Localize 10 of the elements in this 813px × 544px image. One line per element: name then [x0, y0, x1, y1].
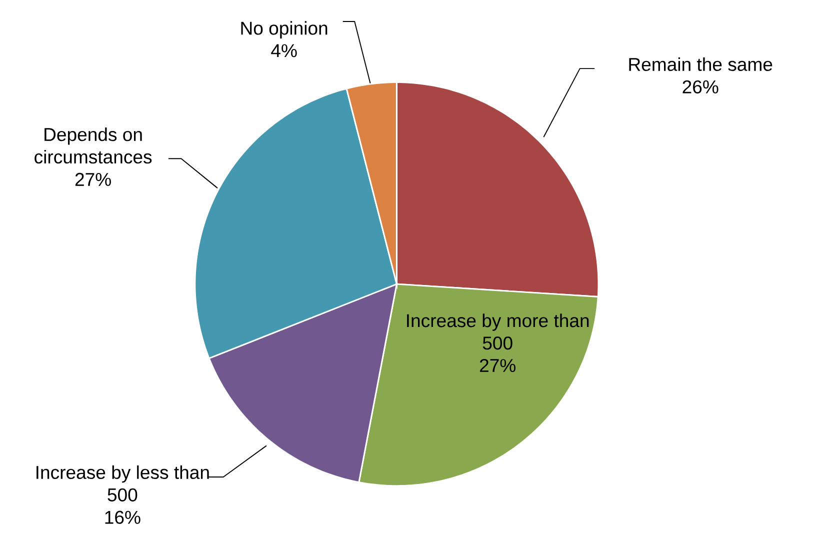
slice-label: Increase by more than 500 — [407, 314, 589, 350]
data-label: 27% — [75, 173, 111, 186]
slice-label: Depends on circumstances — [34, 128, 152, 164]
slice-label: No opinion — [241, 21, 328, 39]
data-label: 4% — [271, 44, 297, 58]
slice-label: Increase by less than 500 — [36, 466, 209, 502]
data-label: 27% — [480, 359, 516, 372]
data-label: 26% — [682, 80, 718, 94]
slice-label: Remain the same — [629, 58, 772, 72]
data-label: 16% — [105, 510, 140, 524]
